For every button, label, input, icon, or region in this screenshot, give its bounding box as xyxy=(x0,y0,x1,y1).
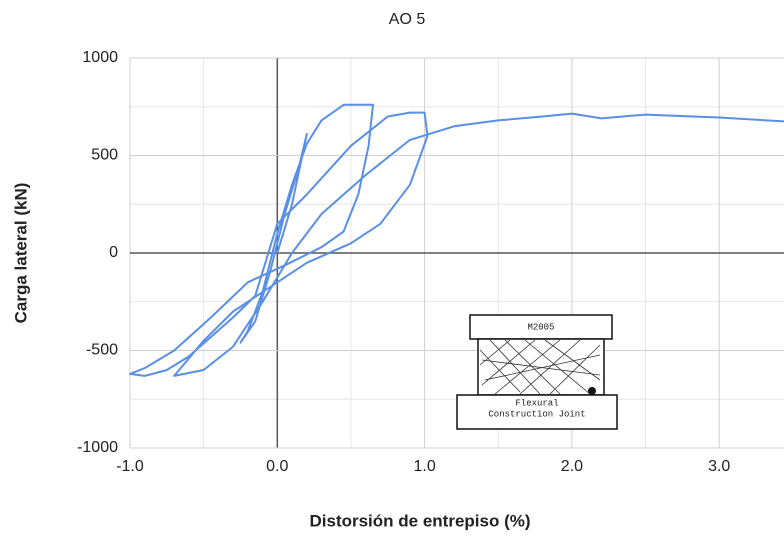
column xyxy=(477,338,605,396)
y-tick-label: -1000 xyxy=(77,439,118,456)
y-tick-label: -500 xyxy=(86,342,118,359)
y-tick-label: 500 xyxy=(91,147,118,164)
bottom-beam xyxy=(456,394,618,430)
x-tick-label: 2.0 xyxy=(561,458,583,475)
x-tick-label: 3.0 xyxy=(708,458,730,475)
x-axis-label: Distorsión de entrepiso (%) xyxy=(309,511,530,530)
y-tick-label: 0 xyxy=(109,244,118,261)
x-tick-label: 0.0 xyxy=(266,458,288,475)
inset-figure: M2005 Flexural Construction Joint xyxy=(456,314,618,430)
crush-zone xyxy=(588,387,596,395)
inset-caption: Flexural xyxy=(515,398,558,408)
cracks xyxy=(479,339,601,395)
top-beam xyxy=(469,314,613,340)
y-tick-label: 1000 xyxy=(82,49,118,66)
plot xyxy=(129,103,784,377)
grid xyxy=(129,57,784,449)
y-axis-label: Carga lateral (kN) xyxy=(11,183,30,324)
x-tick-label: -1.0 xyxy=(116,458,144,475)
inset-label: M2005 xyxy=(527,322,554,332)
hysteresis-line xyxy=(129,103,784,377)
chart-title: AO 5 xyxy=(389,11,426,28)
inset-caption: Construction Joint xyxy=(488,409,585,419)
x-tick-label: 1.0 xyxy=(413,458,435,475)
